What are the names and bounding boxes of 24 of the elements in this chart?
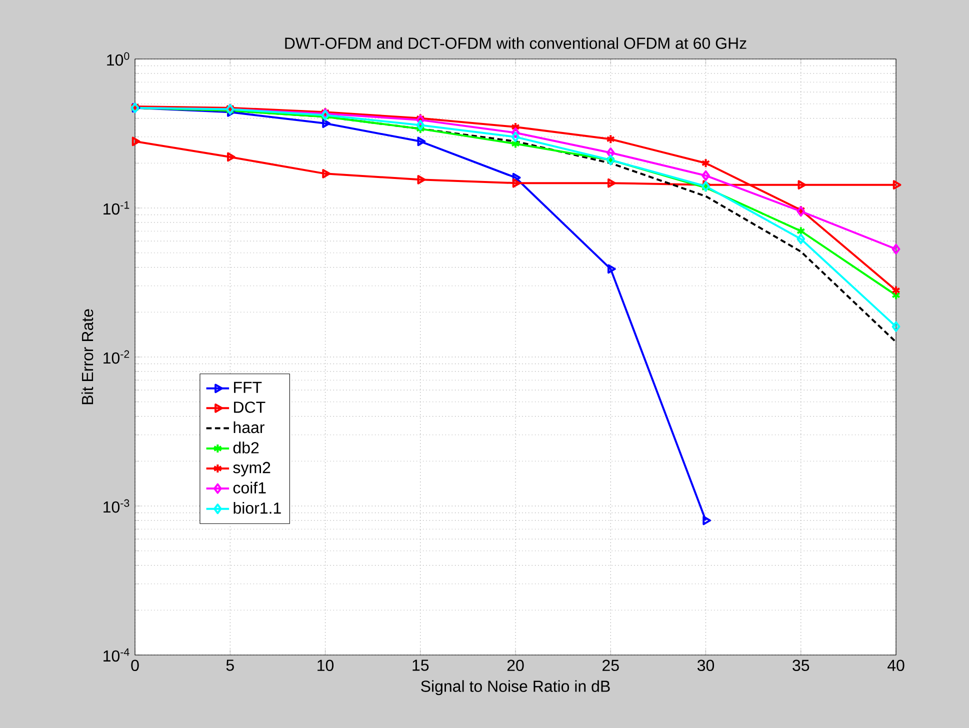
y-tick-label: 10$^{0}$ — [107, 52, 130, 66]
y-axis-title: Bit Error Rate — [81, 309, 94, 404]
legend-label: db2 — [233, 442, 259, 454]
x-tick-label: 25 — [602, 660, 619, 672]
legend-label: bior1.1 — [234, 502, 281, 514]
x-tick-label: 40 — [887, 660, 904, 672]
x-tick-label: 0 — [131, 660, 139, 672]
y-tick-label: 10$^{-1}$ — [104, 201, 130, 215]
legend-label: haar — [234, 421, 264, 434]
legend-label: coif1 — [233, 482, 266, 494]
y-tick-label: 10$^{-3}$ — [104, 499, 130, 513]
x-tick-label: 10 — [318, 660, 334, 672]
chart-title: DWT-OFDM and DCT-OFDM with conventional OFDM at 60 GHz — [285, 37, 746, 49]
legend-label: FFT — [234, 382, 262, 393]
x-tick-label: 15 — [412, 660, 429, 671]
y-tick-label: 10$^{-4}$ — [104, 648, 130, 662]
legend-label: sym2 — [233, 462, 270, 476]
x-tick-label: 35 — [792, 660, 810, 672]
x-tick-label: 30 — [697, 660, 714, 672]
x-tick-label: 20 — [507, 660, 524, 672]
x-tick-label: 5 — [226, 660, 234, 671]
legend-label: DCT — [234, 402, 266, 413]
x-axis-title: Signal to Noise Ratio in dB — [421, 680, 610, 696]
y-tick-label: 10$^{-2}$ — [104, 350, 130, 364]
